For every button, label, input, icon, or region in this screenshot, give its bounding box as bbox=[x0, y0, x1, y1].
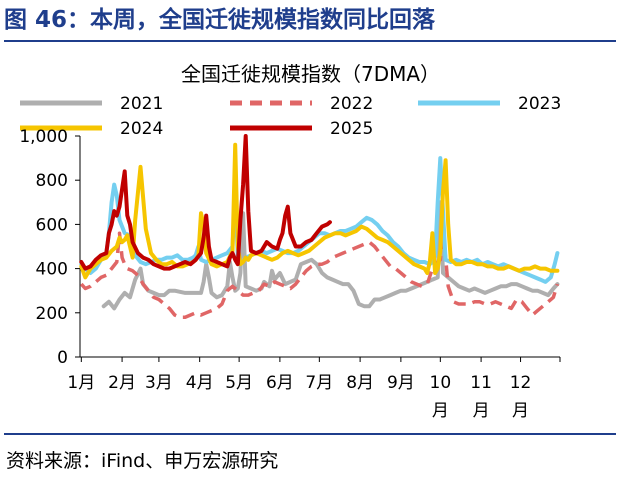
x-tick-label-line2: 月 bbox=[473, 401, 490, 421]
series-line-2025 bbox=[79, 134, 332, 271]
y-tick-label: 600 bbox=[36, 215, 68, 235]
legend-label-2022: 2022 bbox=[330, 94, 373, 114]
header-rule bbox=[4, 40, 616, 42]
y-tick-label: 400 bbox=[36, 260, 68, 280]
x-tick-label: 7月 bbox=[305, 373, 333, 393]
x-tick-label: 2月 bbox=[108, 373, 136, 393]
x-tick-label-line2: 月 bbox=[512, 401, 529, 421]
legend-label-2023: 2023 bbox=[518, 94, 561, 114]
y-tick-label: 1,000 bbox=[19, 127, 68, 147]
x-tick-label: 3月 bbox=[145, 373, 173, 393]
legend: 2021 2022 2023 2024 2025 bbox=[20, 94, 561, 139]
figure-header: 图 46：本周，全国迁徙规模指数同比回落 bbox=[4, 7, 436, 33]
source-note: 资料来源：iFind、申万宏源研究 bbox=[6, 450, 279, 472]
legend-label-2024: 2024 bbox=[120, 119, 163, 139]
x-tick-label: 5月 bbox=[225, 373, 253, 393]
y-tick-label: 0 bbox=[57, 348, 68, 368]
x-tick-label: 12 bbox=[510, 373, 532, 393]
legend-label-2025: 2025 bbox=[330, 119, 373, 139]
series-layer bbox=[79, 134, 560, 319]
series-line-2022 bbox=[80, 227, 560, 319]
series-line-2024 bbox=[79, 142, 560, 280]
legend-label-2021: 2021 bbox=[120, 94, 163, 114]
x-tick-label: 8月 bbox=[346, 373, 374, 393]
x-tick-label: 9月 bbox=[387, 373, 415, 393]
migration-index-chart: 2021 2022 2023 2024 2025 0 200 400 600 800 1,000 1… bbox=[19, 94, 561, 421]
y-tick-label: 800 bbox=[36, 171, 68, 191]
x-tick-label: 1月 bbox=[67, 373, 95, 393]
x-tick-label: 4月 bbox=[186, 373, 214, 393]
x-tick-label: 10 bbox=[430, 373, 452, 393]
y-tick-label: 200 bbox=[36, 304, 68, 324]
x-tick-label: 11 bbox=[470, 373, 492, 393]
x-tick-label-line2: 月 bbox=[432, 401, 449, 421]
chart-title: 全国迁徙规模指数（7DMA） bbox=[180, 62, 441, 86]
footer-rule bbox=[4, 433, 616, 435]
x-tick-label: 6月 bbox=[266, 373, 294, 393]
series-line-2021 bbox=[101, 200, 560, 311]
